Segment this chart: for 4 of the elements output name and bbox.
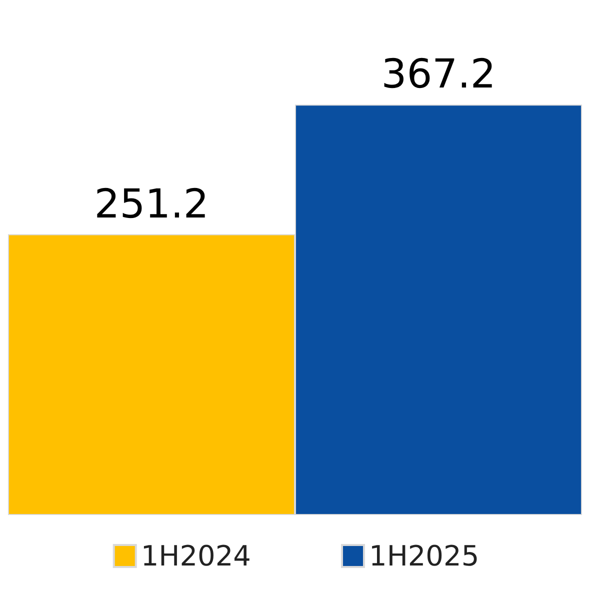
data-label: 251.2 <box>94 181 209 228</box>
legend-label: 1H2024 <box>140 540 252 572</box>
legend-label: 1H2025 <box>369 540 480 572</box>
data-label: 367.2 <box>381 52 496 98</box>
